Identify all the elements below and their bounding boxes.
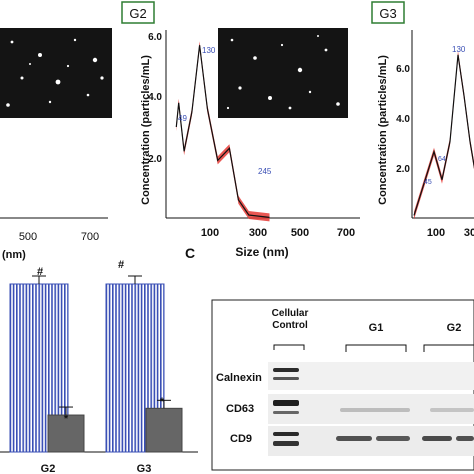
wb-strip-calnexin	[268, 362, 474, 390]
wb-header-cellular-line1: Cellular	[272, 308, 309, 319]
g2-xtick-300: 300	[249, 227, 267, 239]
top-left-tick-700: 700	[81, 231, 99, 243]
g3-peak-label-1: 45	[424, 179, 432, 186]
panel-c-label: C	[185, 245, 195, 261]
bar-marker-g3-solid: *	[160, 396, 165, 408]
top-left-x-unit: (nm)	[2, 249, 26, 261]
wb-header-g1: G1	[369, 322, 384, 334]
wb-header-g2: G2	[447, 322, 462, 334]
g2-tag: G2	[129, 6, 146, 21]
g2-xtick-100: 100	[201, 227, 219, 239]
g2-ylabel: Concentration (particles/mL)	[140, 55, 152, 205]
g2-mean-line	[175, 45, 270, 218]
bar-xlabel-g3: G3	[137, 463, 152, 474]
g3-error-band	[414, 50, 474, 220]
g2-peak-label-2: 130	[202, 46, 216, 55]
bar-g3-solid	[145, 407, 183, 453]
g3-ytick-4: 4.0	[396, 114, 410, 125]
wb-header-cellular-line2: Control	[272, 320, 308, 331]
nta-image-g1	[0, 28, 112, 118]
g3-mean-line	[413, 54, 474, 216]
image-particles-g2	[226, 35, 340, 110]
bar-marker-g3-striped: #	[118, 259, 124, 271]
nta-image-g2	[218, 28, 348, 118]
g3-xtick-100: 100	[427, 227, 445, 239]
g3-ylabel: Concentration (particles/mL)	[377, 55, 389, 205]
g3-ytick-6: 6.0	[396, 64, 410, 75]
wb-bracket-cellular	[273, 344, 305, 350]
g2-ytick-2: 2.0	[148, 154, 162, 165]
wb-row-cd9: CD9	[230, 433, 252, 445]
g3-peak-label-3: 130	[452, 45, 466, 54]
wb-bracket-g2	[423, 344, 474, 352]
wb-bands	[273, 368, 474, 446]
g2-ytick-6: 6.0	[148, 32, 162, 43]
image-particles-g1	[6, 38, 104, 107]
g2-xtick-500: 500	[291, 227, 309, 239]
wb-bracket-g1	[345, 344, 407, 352]
bar-marker-g2-striped: #	[37, 266, 43, 278]
g2-peak-label-1: 49	[178, 114, 187, 123]
wb-row-cd63: CD63	[226, 403, 254, 415]
wb-row-calnexin: Calnexin	[216, 372, 262, 384]
bar-marker-g2-solid: *	[64, 413, 69, 425]
g2-xtick-700: 700	[337, 227, 355, 239]
g3-ytick-2: 2.0	[396, 164, 410, 175]
g3-tag-box	[371, 1, 405, 24]
bar-xlabel-g2: G2	[41, 463, 56, 474]
bar-chart-area	[9, 275, 183, 453]
g2-chart-area	[175, 41, 270, 222]
g2-peak-label-3: 245	[258, 167, 272, 176]
g3-peak-label-2: 64	[438, 156, 446, 163]
top-left-tick-500: 500	[19, 231, 37, 243]
g3-xtick-300: 30	[464, 227, 474, 239]
g3-tag: G3	[379, 6, 396, 21]
g2-ytick-4: 4.0	[148, 92, 162, 103]
g2-xlabel: Size (nm)	[235, 245, 288, 259]
g2-tag-box	[121, 1, 155, 24]
g3-chart-area	[413, 50, 474, 220]
